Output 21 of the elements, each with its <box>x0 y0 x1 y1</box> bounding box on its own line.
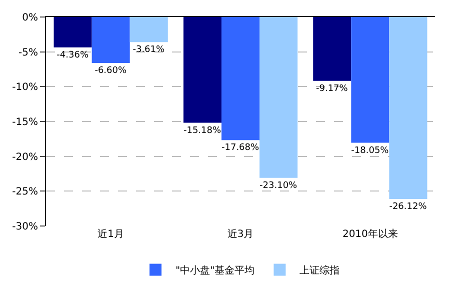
y-tick-label: -15% <box>12 117 38 128</box>
x-tick-label: 近3月 <box>227 228 254 240</box>
data-label: -23.10% <box>260 180 298 191</box>
y-tick-label: -30% <box>12 222 38 232</box>
data-label: -26.12% <box>389 202 428 212</box>
data-label: -6.60% <box>94 66 127 76</box>
data-label: -3.61% <box>132 45 166 56</box>
x-tick-label: 2010年以来 <box>342 228 398 240</box>
data-label: -17.68% <box>221 143 260 154</box>
y-tick-label: -10% <box>12 82 38 94</box>
x-tick-label: 近1月 <box>98 228 124 240</box>
y-tick-label: -25% <box>12 186 38 198</box>
data-label: -18.05% <box>351 146 390 156</box>
y-tick-label: -20% <box>12 152 38 163</box>
data-label: -15.18% <box>183 126 222 136</box>
legend-label: "中小盘"基金平均 <box>176 264 255 277</box>
y-tick-label: 0% <box>22 12 38 24</box>
data-label: -9.17% <box>316 84 348 94</box>
legend-label: 上证综指 <box>300 264 340 277</box>
data-label: -4.36% <box>56 50 89 60</box>
y-tick-label: -5% <box>18 47 38 58</box>
